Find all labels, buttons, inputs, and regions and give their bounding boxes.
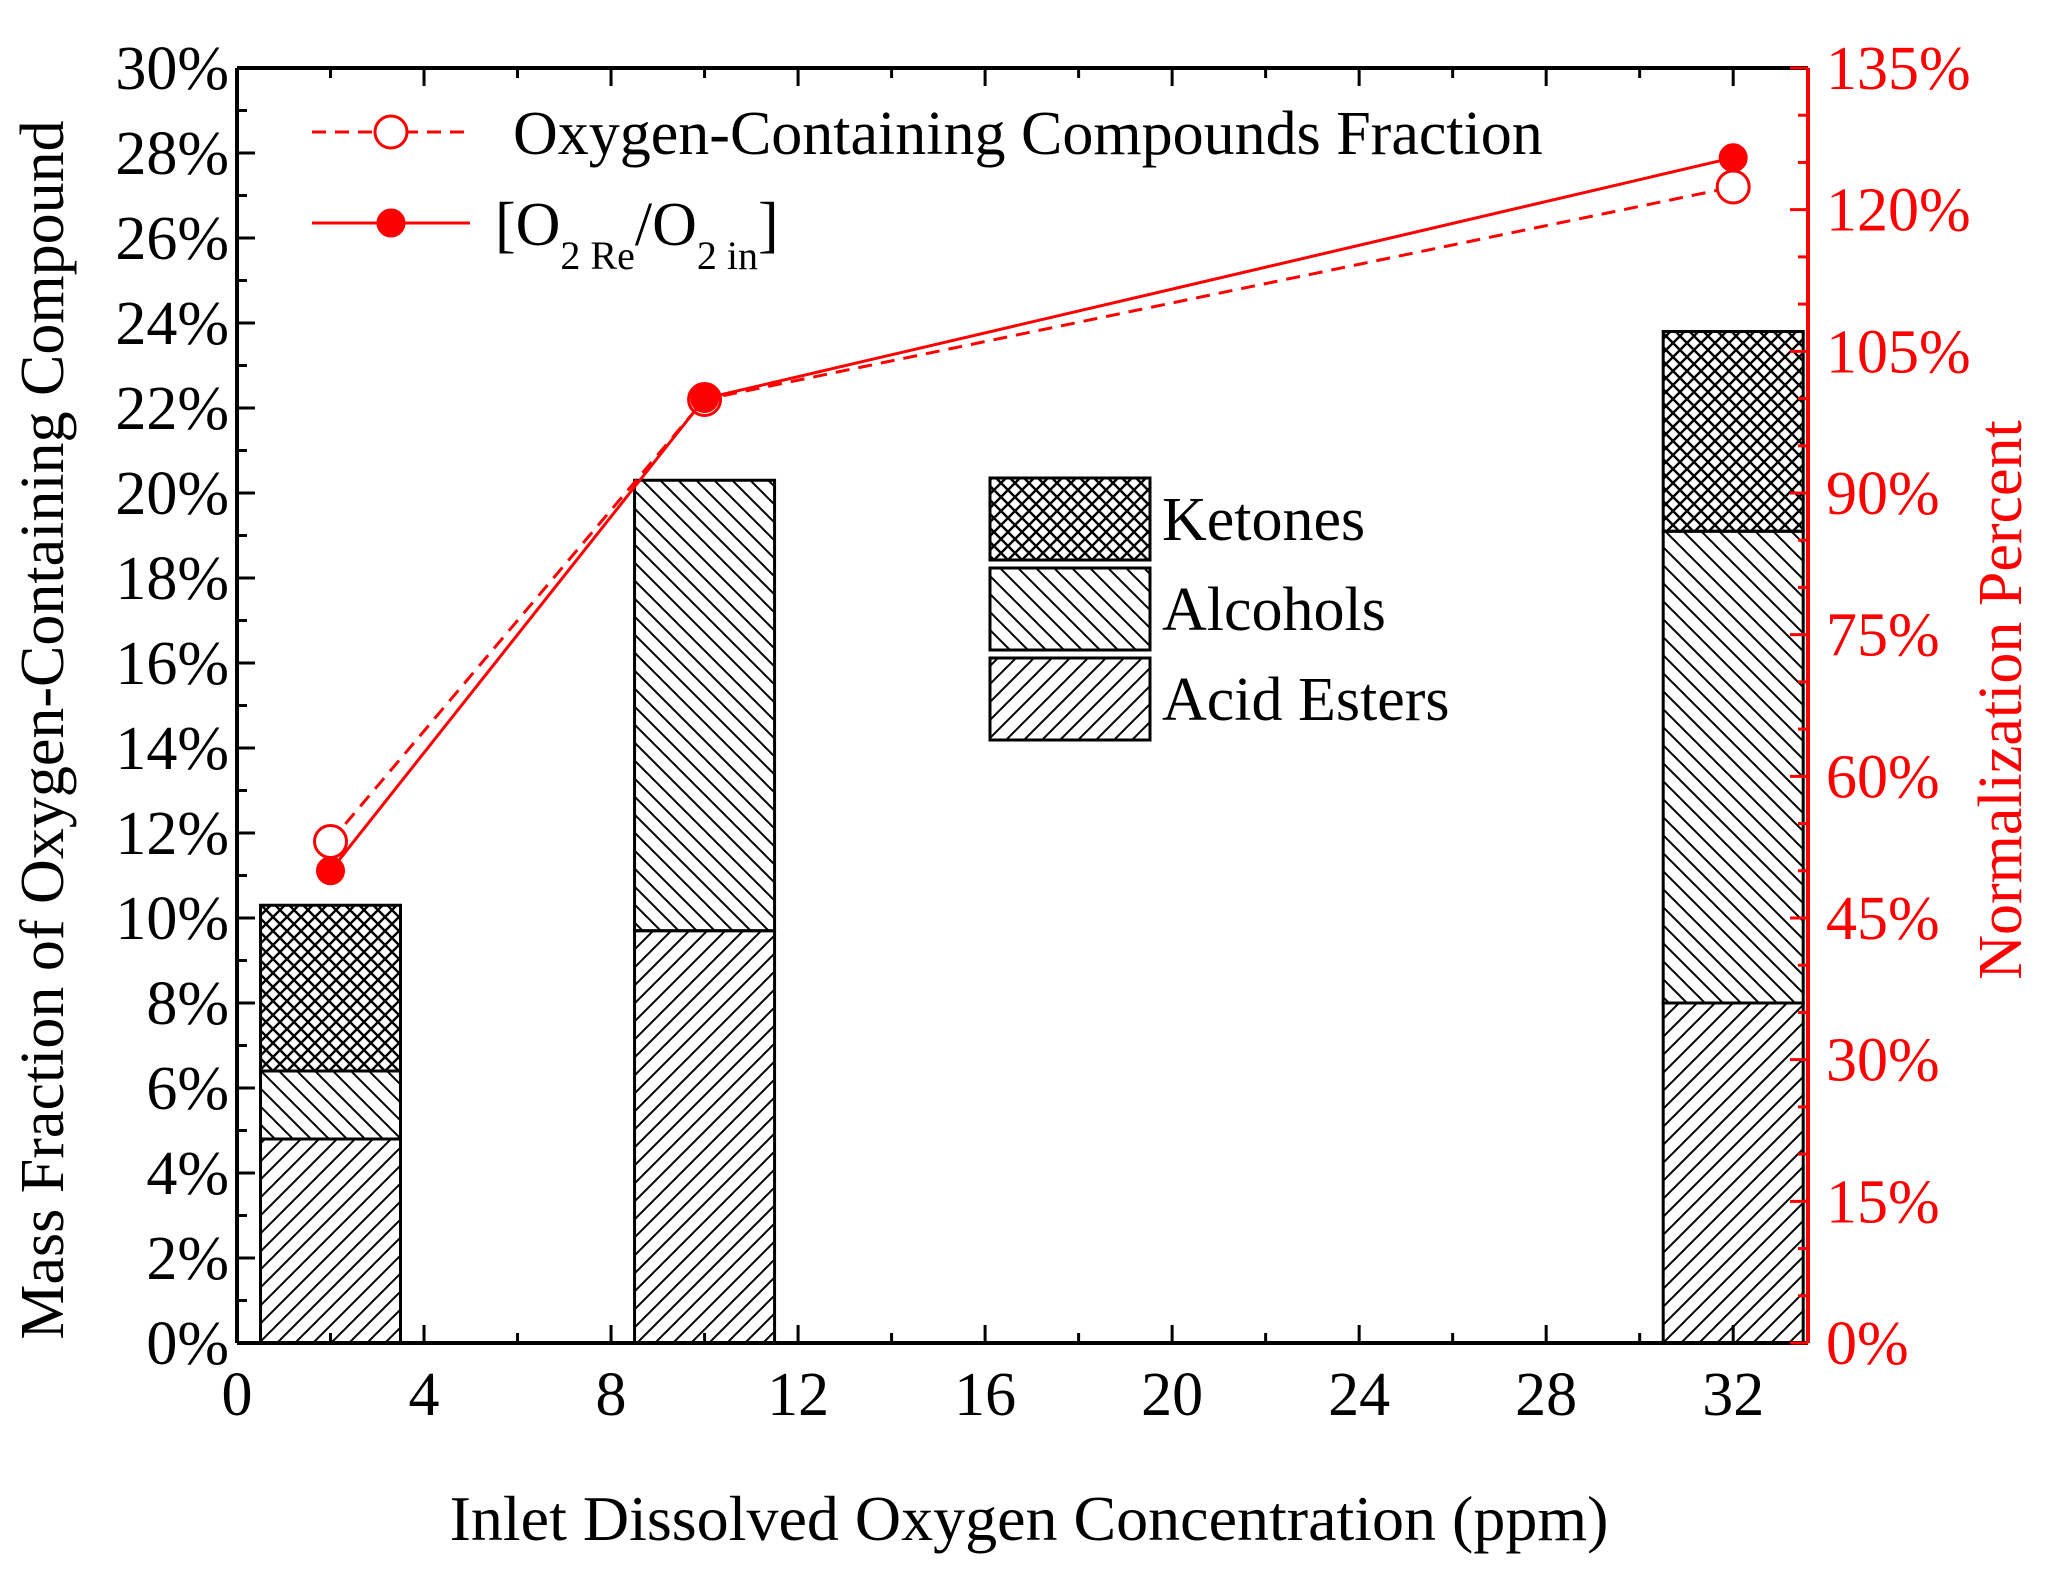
y2-tick-label-9: 135% (1826, 35, 1971, 103)
y-tick-label-8: 16% (115, 630, 229, 698)
bar-acid-esters-10 (633, 929, 777, 1345)
line-legend: Oxygen-Containing Compounds Fraction [O2… (312, 100, 1543, 278)
legend-entry-oxygen-fraction: Oxygen-Containing Compounds Fraction (312, 100, 1543, 168)
y-tick-label-0: 0% (146, 1310, 229, 1378)
point-o2-re-o2-in-32 (1718, 143, 1748, 173)
bar-ketones-2 (259, 903, 403, 1073)
bar-legend: Ketones Alcohols Acid Esters (988, 476, 1450, 742)
y-tick-label-2: 4% (146, 1140, 229, 1208)
x-tick-label-32: 32 (1702, 1361, 1764, 1429)
bar-acid-esters-32 (1661, 1001, 1805, 1345)
legend-o2-part2: /O (635, 191, 697, 259)
y-tick-label-15: 30% (115, 35, 229, 103)
bar-alcohols-10 (633, 478, 777, 933)
x-tick-label-8: 8 (596, 1361, 627, 1429)
y2-tick-label-3: 45% (1826, 885, 1940, 953)
line-series (313, 143, 1751, 886)
legend-o2-sub2: 2 in (697, 233, 758, 278)
legend-o2-part3: ] (758, 191, 779, 259)
y-tick-label-1: 2% (146, 1225, 229, 1293)
y-tick-label-9: 18% (115, 545, 229, 613)
legend-label-acid-esters: Acid Esters (1162, 666, 1450, 734)
y2-tick-label-8: 120% (1826, 177, 1971, 245)
bar-alcohols-2 (259, 1069, 403, 1141)
legend-filled-circle-marker (376, 208, 406, 238)
x-tick-label-12: 12 (767, 1361, 829, 1429)
y2-tick-label-7: 105% (1826, 318, 1971, 386)
y-tick-label-7: 14% (115, 715, 229, 783)
y-tick-label-6: 12% (115, 800, 229, 868)
point-oxygen-containing-compounds-fraction-2 (313, 824, 349, 859)
y-tick-label-3: 6% (146, 1055, 229, 1123)
x-tick-label-24: 24 (1328, 1361, 1390, 1429)
y2-tick-label-5: 75% (1826, 602, 1940, 670)
y2-tick-label-0: 0% (1826, 1310, 1909, 1378)
y-tick-label-10: 20% (115, 460, 229, 528)
y-tick-label-11: 22% (115, 375, 229, 443)
y2-tick-label-4: 60% (1826, 743, 1940, 811)
x-tick-label-28: 28 (1515, 1361, 1577, 1429)
y2-tick-label-6: 90% (1826, 460, 1940, 528)
y2-tick-label-1: 15% (1826, 1168, 1940, 1236)
legend-open-circle-marker (373, 114, 409, 150)
legend-label-oxygen-fraction: Oxygen-Containing Compounds Fraction (513, 100, 1543, 168)
y-tick-label-12: 24% (115, 290, 229, 358)
legend-label-alcohols: Alcohols (1162, 576, 1386, 644)
legend-o2-sub1: 2 Re (560, 233, 634, 278)
legend-swatch-acid-esters (988, 656, 1152, 742)
legend-swatch-alcohols (988, 566, 1152, 652)
x-tick-label-16: 16 (954, 1361, 1016, 1429)
legend-entry-o2-ratio: [O2 Re/O2 in] (312, 191, 779, 278)
y2-axis-title: Normalization Percent (1967, 420, 2035, 980)
legend-swatch-ketones (988, 476, 1152, 562)
x-tick-label-4: 4 (409, 1361, 440, 1429)
bar-alcohols-32 (1661, 529, 1805, 1005)
legend-label-ketones: Ketones (1162, 486, 1365, 554)
y-tick-label-14: 28% (115, 120, 229, 188)
x-axis-title: Inlet Dissolved Oxygen Concentration (pp… (450, 1483, 1609, 1554)
x-tick-label-0: 0 (222, 1361, 253, 1429)
y-tick-label-5: 10% (115, 885, 229, 953)
y-tick-label-4: 8% (146, 970, 229, 1038)
bar-acid-esters-2 (259, 1137, 403, 1345)
point-o2-re-o2-in-10 (690, 384, 720, 414)
stacked-bars (259, 330, 1805, 1345)
y-tick-label-13: 26% (115, 205, 229, 273)
legend-label-o2-ratio: [O2 Re/O2 in] (495, 191, 779, 278)
x-tick-label-20: 20 (1141, 1361, 1203, 1429)
legend-o2-part1: [O (495, 191, 560, 259)
y-axis-title: Mass Fraction of Oxygen-Containing Compo… (9, 120, 77, 1339)
axes: 0 4 8 12 16 20 24 28 32 0% 2% 4% 6% 8% 10% 12% 14% 16% 18%… (115, 35, 1970, 1429)
point-oxygen-containing-compounds-fraction-32 (1715, 169, 1751, 205)
y2-tick-label-2: 30% (1826, 1027, 1940, 1095)
bar-ketones-32 (1661, 330, 1805, 533)
point-o2-re-o2-in-2 (316, 856, 346, 886)
